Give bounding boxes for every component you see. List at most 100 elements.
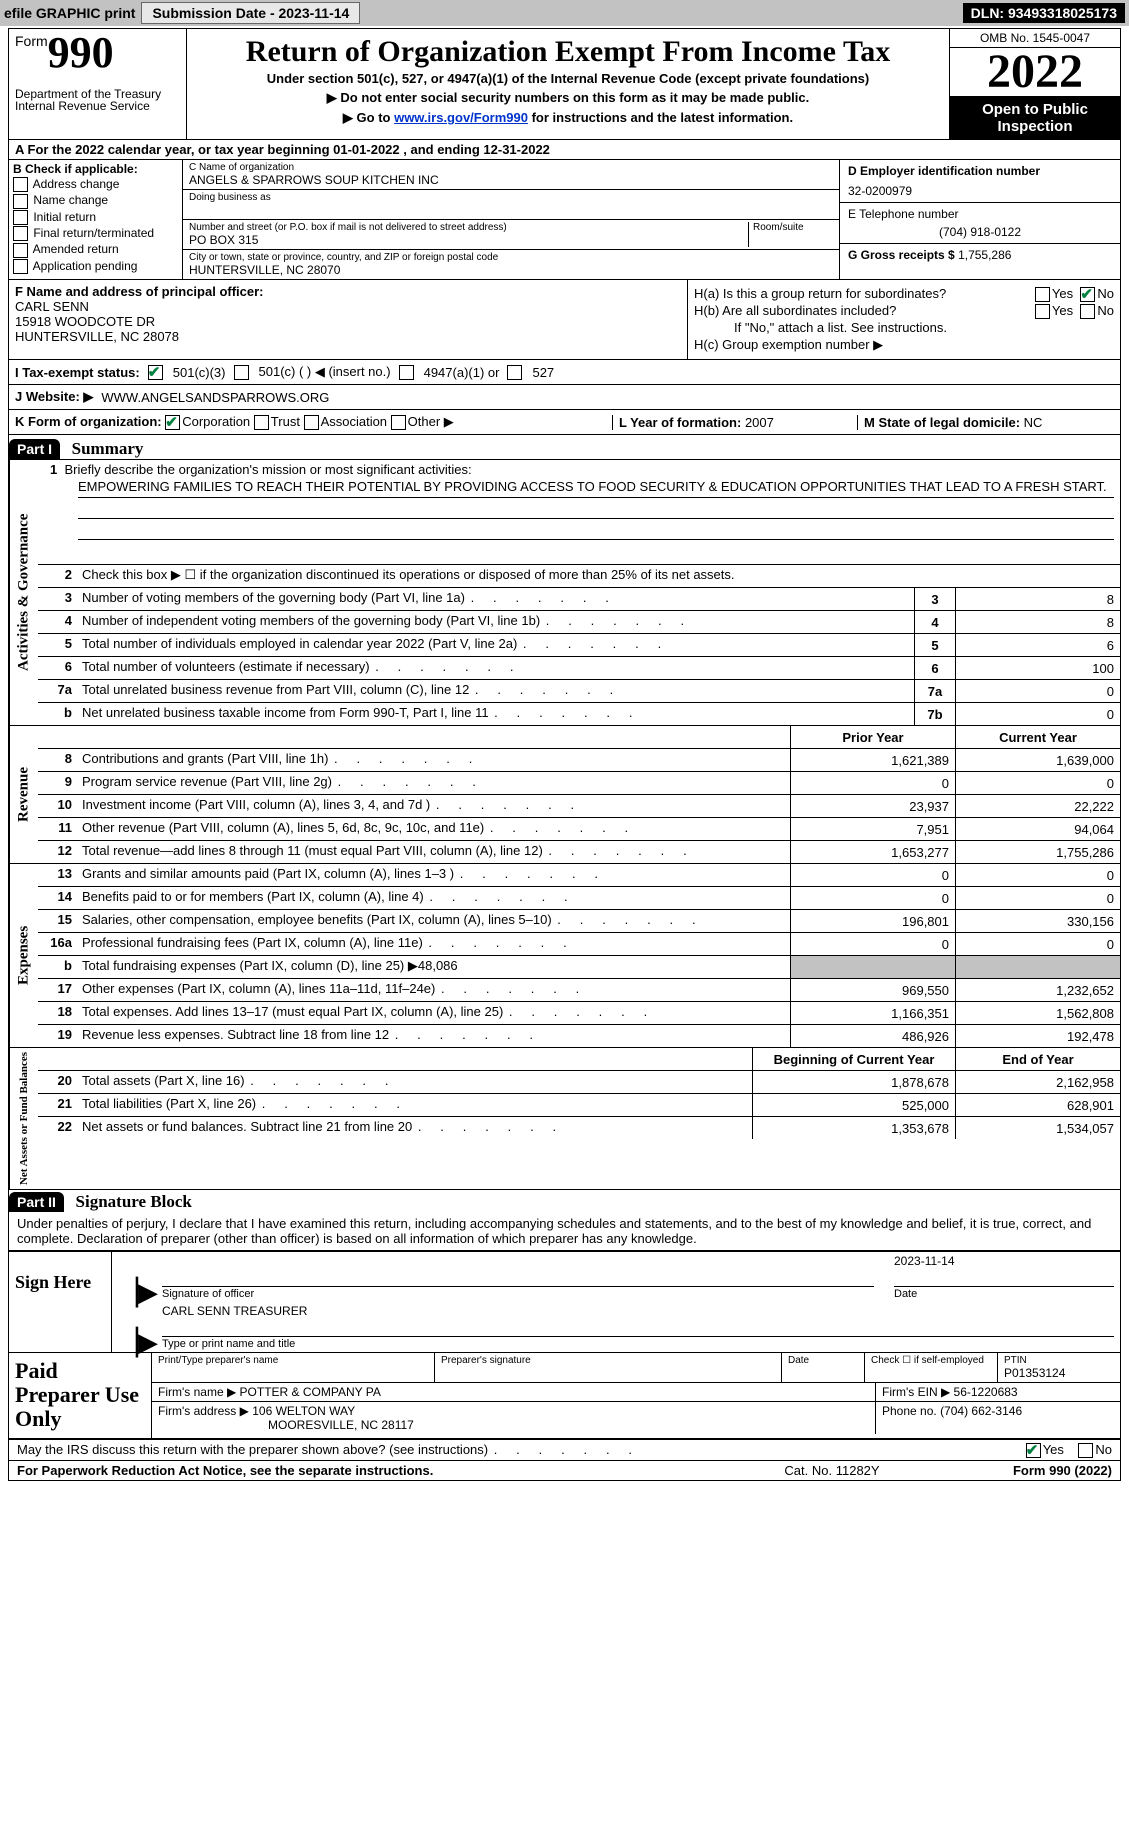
- org-address: PO BOX 315: [189, 233, 744, 247]
- firm-addr2: MOORESVILLE, NC 28117: [158, 1418, 869, 1432]
- chk-4947[interactable]: [399, 365, 414, 380]
- summary-row: 4Number of independent voting members of…: [38, 611, 1120, 634]
- form-title: Return of Organization Exempt From Incom…: [193, 35, 943, 69]
- chk-final-return[interactable]: Final return/terminated: [13, 226, 178, 241]
- net-assets-section: Net Assets or Fund Balances Beginning of…: [9, 1048, 1120, 1190]
- top-bar: efile GRAPHIC print Submission Date - 20…: [0, 0, 1129, 26]
- summary-row: 11Other revenue (Part VIII, column (A), …: [38, 818, 1120, 841]
- chk-initial-return[interactable]: Initial return: [13, 210, 178, 225]
- line-1-mission: 1 1 Briefly describe the organization's …: [38, 460, 1120, 565]
- ein-value: 32-0200979: [848, 184, 1112, 198]
- chk-501c[interactable]: [234, 365, 249, 380]
- chk-trust[interactable]: [254, 415, 269, 430]
- sign-here-block: Sign Here ▕▶ Signature of officer 2023-1…: [9, 1251, 1120, 1353]
- revenue-section: Revenue Prior Year Current Year 8Contrib…: [9, 726, 1120, 864]
- line-a-calendar-year: A For the 2022 calendar year, or tax yea…: [9, 140, 1120, 160]
- chk-corporation[interactable]: [165, 415, 180, 430]
- chk-association[interactable]: [304, 415, 319, 430]
- date-label: Date: [894, 1286, 1114, 1300]
- chk-amended-return[interactable]: Amended return: [13, 242, 178, 257]
- sig-officer-label: Signature of officer: [162, 1286, 874, 1300]
- chk-application-pending[interactable]: Application pending: [13, 259, 178, 274]
- current-year-hdr: Current Year: [955, 726, 1120, 748]
- block-b-through-g: B Check if applicable: Address change Na…: [9, 160, 1120, 280]
- sign-date: 2023-11-14: [894, 1254, 1114, 1272]
- cat-no: Cat. No. 11282Y: [732, 1463, 932, 1478]
- room-label: Room/suite: [753, 222, 833, 233]
- h-b-line: H(b) Are all subordinates included? Yes …: [694, 303, 1114, 318]
- row-j-website: J Website: ▶ WWW.ANGELSANDSPARROWS.ORG: [9, 385, 1120, 410]
- officer-addr2: HUNTERSVILLE, NC 28078: [15, 329, 681, 344]
- submission-date-btn[interactable]: Submission Date - 2023-11-14: [141, 2, 360, 24]
- side-label-net-assets: Net Assets or Fund Balances: [9, 1048, 38, 1189]
- discuss-yes-chk[interactable]: [1026, 1443, 1041, 1458]
- chk-527[interactable]: [507, 365, 522, 380]
- block-f-h: F Name and address of principal officer:…: [9, 280, 1120, 360]
- state-domicile: NC: [1024, 415, 1043, 430]
- end-year-hdr: End of Year: [955, 1048, 1120, 1070]
- paperwork-notice: For Paperwork Reduction Act Notice, see …: [17, 1463, 732, 1478]
- col-f-officer: F Name and address of principal officer:…: [9, 280, 688, 359]
- discuss-no-chk[interactable]: [1078, 1443, 1093, 1458]
- firm-ein: 56-1220683: [954, 1385, 1018, 1399]
- summary-row: bNet unrelated business taxable income f…: [38, 703, 1120, 725]
- form-number: 990: [48, 28, 114, 77]
- net-assets-header-row: Beginning of Current Year End of Year: [38, 1048, 1120, 1071]
- header-mid: Return of Organization Exempt From Incom…: [187, 29, 949, 139]
- mission-text: EMPOWERING FAMILIES TO REACH THEIR POTEN…: [78, 479, 1114, 498]
- h-a-line: H(a) Is this a group return for subordin…: [694, 286, 1114, 301]
- summary-row: 6Total number of volunteers (estimate if…: [38, 657, 1120, 680]
- firm-addr-label: Firm's address ▶: [158, 1404, 249, 1418]
- chk-501c3[interactable]: [148, 365, 163, 380]
- chk-name-change[interactable]: Name change: [13, 193, 178, 208]
- expenses-section: Expenses 13Grants and similar amounts pa…: [9, 864, 1120, 1048]
- chk-address-change[interactable]: Address change: [13, 177, 178, 192]
- col-h-group: H(a) Is this a group return for subordin…: [688, 280, 1120, 359]
- col-b-checkboxes: B Check if applicable: Address change Na…: [9, 160, 183, 279]
- summary-row: 10Investment income (Part VIII, column (…: [38, 795, 1120, 818]
- addr-label: Number and street (or P.O. box if mail i…: [189, 222, 744, 233]
- part-i-badge: Part I: [9, 439, 60, 459]
- ssn-warning: ▶ Do not enter social security numbers o…: [193, 90, 943, 106]
- revenue-header-row: Prior Year Current Year: [38, 726, 1120, 749]
- header-left: Form990 Department of the Treasury Inter…: [9, 29, 187, 139]
- website-url: WWW.ANGELSANDSPARROWS.ORG: [101, 390, 329, 405]
- officer-print-name: CARL SENN TREASURER: [162, 1304, 1114, 1322]
- sign-here-label: Sign Here: [9, 1252, 112, 1352]
- irs-link[interactable]: www.irs.gov/Form990: [394, 110, 528, 125]
- form-footer: Form 990 (2022): [932, 1463, 1112, 1478]
- pt-label: Print/Type preparer's name: [158, 1355, 428, 1366]
- row-i-tax-status: I Tax-exempt status: 501(c)(3) 501(c) ( …: [9, 360, 1120, 385]
- firm-phone-label: Phone no.: [882, 1404, 937, 1418]
- side-label-ag: Activities & Governance: [9, 460, 38, 725]
- summary-row: bTotal fundraising expenses (Part IX, co…: [38, 956, 1120, 979]
- summary-row: 5Total number of individuals employed in…: [38, 634, 1120, 657]
- arrow-icon: ▕▶: [118, 1285, 162, 1301]
- begin-year-hdr: Beginning of Current Year: [752, 1048, 955, 1070]
- h-b-note: If "No," attach a list. See instructions…: [694, 320, 1114, 335]
- dba-label: Doing business as: [189, 192, 833, 203]
- line-2: 2 Check this box ▶ ☐ if the organization…: [38, 565, 1120, 588]
- summary-row: 22Net assets or fund balances. Subtract …: [38, 1117, 1120, 1139]
- summary-row: 15Salaries, other compensation, employee…: [38, 910, 1120, 933]
- form-word: Form: [15, 33, 48, 49]
- firm-addr1: 106 WELTON WAY: [252, 1404, 355, 1418]
- summary-row: 9Program service revenue (Part VIII, lin…: [38, 772, 1120, 795]
- summary-row: 14Benefits paid to or for members (Part …: [38, 887, 1120, 910]
- firm-ein-label: Firm's EIN ▶: [882, 1385, 950, 1399]
- officer-name: CARL SENN: [15, 299, 681, 314]
- gross-value: 1,755,286: [958, 248, 1011, 262]
- ptin-label: PTIN: [1004, 1355, 1114, 1366]
- summary-row: 18Total expenses. Add lines 13–17 (must …: [38, 1002, 1120, 1025]
- org-name-label: C Name of organization: [189, 162, 833, 173]
- summary-row: 20Total assets (Part X, line 16)1,878,67…: [38, 1071, 1120, 1094]
- chk-other[interactable]: [391, 415, 406, 430]
- officer-addr1: 15918 WOODCOTE DR: [15, 314, 681, 329]
- summary-row: 8Contributions and grants (Part VIII, li…: [38, 749, 1120, 772]
- form-header: Form990 Department of the Treasury Inter…: [9, 29, 1120, 140]
- summary-row: 21Total liabilities (Part X, line 26)525…: [38, 1094, 1120, 1117]
- col-c-org-info: C Name of organization ANGELS & SPARROWS…: [183, 160, 839, 279]
- self-employed-chk[interactable]: Check ☐ if self-employed: [865, 1353, 998, 1382]
- footer-row: For Paperwork Reduction Act Notice, see …: [9, 1461, 1120, 1480]
- name-title-label: Type or print name and title: [162, 1336, 1114, 1350]
